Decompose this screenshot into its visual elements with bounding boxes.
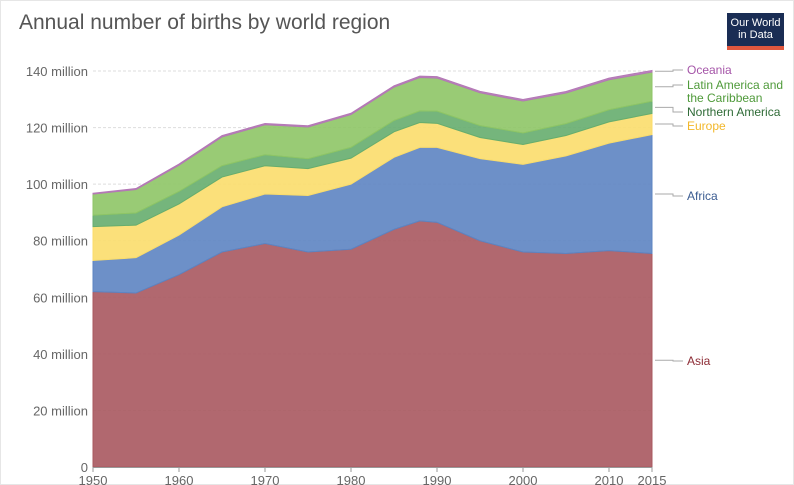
legend-connector	[655, 84, 683, 88]
legend-label-asia[interactable]: Asia	[687, 354, 711, 368]
logo-line-2: in Data	[738, 29, 773, 41]
series-area-oceania[interactable]	[92, 69, 653, 195]
x-tick-label: 2000	[509, 473, 538, 485]
y-tick-label: 40 million	[33, 347, 88, 362]
legend-connector	[655, 359, 683, 362]
legend-connector	[655, 69, 683, 72]
y-tick-label: 0	[81, 460, 88, 475]
x-tick-label: 1960	[165, 473, 194, 485]
x-tick-label: 2010	[595, 473, 624, 485]
legend-label-latin-america[interactable]: Latin America and the Caribbean	[687, 78, 783, 105]
x-tick-label: 2015	[638, 473, 667, 485]
logo-line-1: Our World	[730, 17, 781, 29]
series-areas	[92, 69, 653, 468]
chart-title: Annual number of births by world region	[19, 11, 391, 34]
legend-label-oceania[interactable]: Oceania	[687, 63, 732, 77]
legend-label-northern-america[interactable]: Northern America	[687, 105, 781, 119]
owid-logo[interactable]: Our World in Data	[727, 13, 784, 50]
legend-connector	[655, 106, 683, 113]
legend-label-europe[interactable]: Europe	[687, 119, 726, 133]
y-tick-label: 60 million	[33, 290, 88, 305]
x-tick-label: 1980	[337, 473, 366, 485]
x-tick-label: 1970	[251, 473, 280, 485]
x-tick-label: 1950	[79, 473, 108, 485]
y-tick-label: 120 million	[26, 121, 88, 136]
y-tick-label: 20 million	[33, 403, 88, 418]
legend-connector	[655, 193, 683, 197]
x-tick-label: 1990	[423, 473, 452, 485]
legend-label-africa[interactable]: Africa	[687, 189, 718, 203]
x-axis: 1950 1960 1970 1980 1990 2000 2010 2015	[79, 467, 667, 485]
legend-connector	[655, 123, 683, 127]
y-tick-label: 100 million	[26, 177, 88, 192]
y-tick-label: 140 million	[26, 64, 88, 79]
y-axis: 0 20 million 40 million 60 million 80 millio…	[26, 64, 88, 475]
y-tick-label: 80 million	[33, 234, 88, 249]
